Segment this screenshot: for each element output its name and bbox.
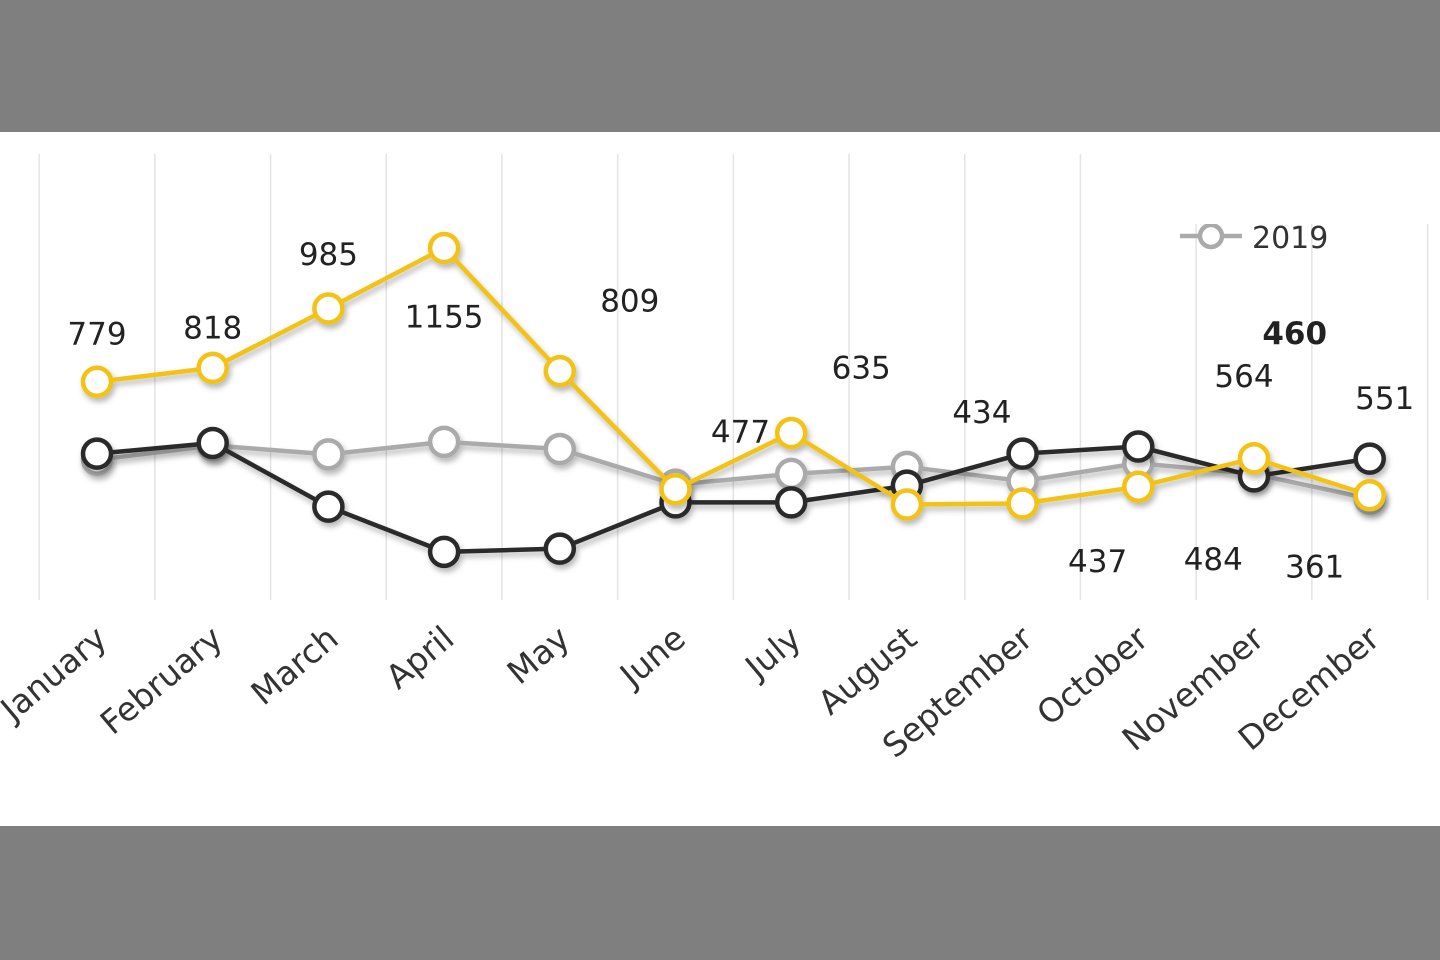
data-label: 809 (600, 284, 659, 320)
data-label: 551 (1355, 381, 1414, 417)
data-point[interactable] (1237, 442, 1271, 475)
data-labels: 779 818 985 1155 809 477 635 434 437 484 564 460 361… (67, 237, 1414, 585)
series-line (96, 245, 1371, 507)
data-point[interactable] (1122, 430, 1155, 463)
data-point[interactable] (196, 426, 229, 460)
x-tick-label: July (736, 618, 808, 687)
chart-panel: 779 818 985 1155 809 477 635 434 437 484 564 460 361… (0, 132, 1440, 826)
data-point[interactable] (774, 486, 808, 519)
data-point[interactable] (427, 535, 461, 569)
data-label: 361 (1285, 549, 1344, 585)
legend-swatch-marker (1197, 222, 1225, 250)
data-point[interactable] (427, 425, 461, 459)
data-point[interactable] (774, 416, 808, 450)
gridlines (38, 154, 1429, 600)
data-point[interactable] (1006, 437, 1039, 470)
data-point[interactable] (1122, 470, 1155, 503)
x-tick-label: August (811, 618, 925, 722)
x-tick-label: February (93, 618, 230, 742)
data-label: 818 (183, 310, 242, 346)
line-chart: 779 818 985 1155 809 477 635 434 437 484 564 460 361… (0, 132, 1430, 765)
data-point[interactable] (80, 365, 114, 399)
data-label: 985 (299, 237, 358, 273)
series-lines (80, 231, 1386, 569)
data-point[interactable] (312, 490, 345, 523)
data-label: 779 (67, 316, 126, 352)
data-label: 434 (952, 395, 1011, 431)
data-label: 477 (711, 415, 770, 451)
data-point[interactable] (543, 532, 577, 565)
data-label: 437 (1068, 544, 1127, 580)
data-point[interactable] (196, 351, 229, 385)
data-point[interactable] (1353, 442, 1386, 475)
data-label: 1155 (405, 300, 484, 336)
data-point[interactable] (427, 231, 461, 265)
data-point[interactable] (312, 292, 345, 325)
data-point[interactable] (1353, 479, 1386, 512)
legend-crop (1170, 132, 1430, 224)
x-tick-label: May (500, 618, 577, 692)
data-label: 460 (1262, 316, 1327, 352)
data-point[interactable] (543, 432, 577, 466)
data-label: 564 (1214, 359, 1273, 395)
data-point[interactable] (312, 438, 345, 471)
bottom-backdrop (0, 826, 1440, 960)
data-point[interactable] (543, 354, 577, 388)
series-line (96, 439, 1371, 502)
series-2 (80, 231, 1386, 521)
data-point[interactable] (659, 472, 692, 506)
top-backdrop (0, 0, 1440, 132)
legend-label: 2019 (1252, 221, 1328, 256)
data-point[interactable] (774, 457, 808, 491)
x-tick-label: March (243, 618, 345, 713)
data-point[interactable] (890, 488, 924, 521)
data-label: 635 (832, 351, 891, 387)
series-line (96, 440, 1371, 555)
x-tick-label: June (611, 618, 693, 695)
x-tick-label: April (378, 618, 461, 696)
data-label: 484 (1184, 542, 1243, 578)
data-point[interactable] (80, 437, 114, 470)
data-point[interactable] (1006, 487, 1039, 520)
legend: 2019 (1170, 132, 1430, 256)
